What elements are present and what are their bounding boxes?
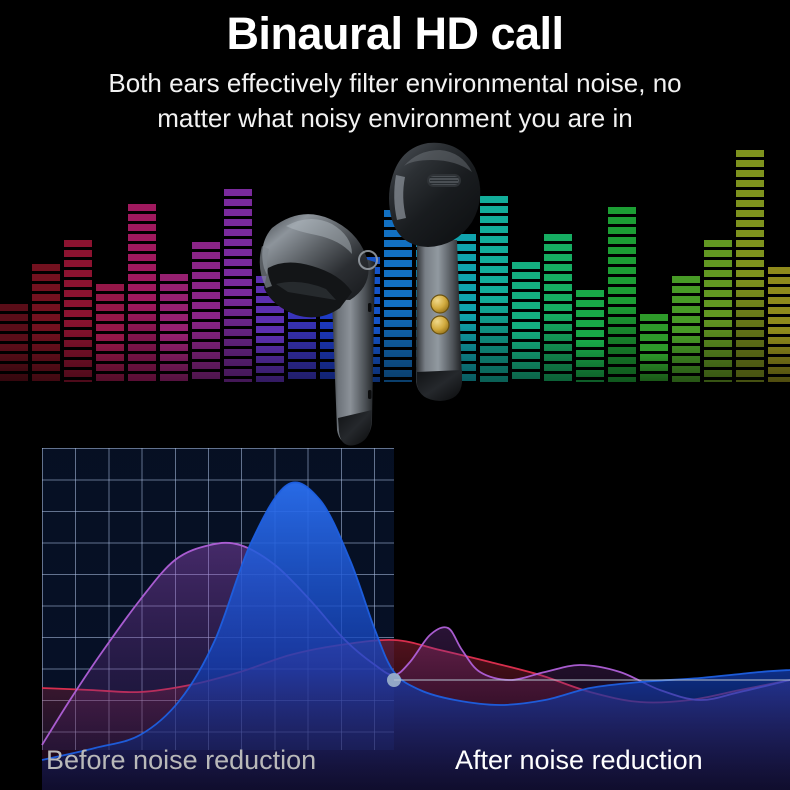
equalizer-bar xyxy=(640,314,668,382)
bar-segment-mask xyxy=(160,274,188,382)
bar-segment-mask xyxy=(480,196,508,382)
bar-segment-mask xyxy=(704,240,732,382)
noise-reduction-graph xyxy=(0,440,790,790)
equalizer-bar xyxy=(544,234,572,382)
equalizer-bar xyxy=(768,267,790,382)
bar-segment-mask xyxy=(672,276,700,382)
equalizer-bar xyxy=(320,232,348,382)
bar-segment-mask xyxy=(224,189,252,382)
equalizer-bar xyxy=(608,207,636,382)
equalizer-bar xyxy=(0,304,28,382)
waveform-curves xyxy=(41,481,790,790)
equalizer-bar xyxy=(128,204,156,382)
equalizer-bar xyxy=(512,262,540,382)
equalizer-bar xyxy=(352,257,380,382)
bar-segment-mask xyxy=(256,276,284,382)
bar-segment-mask xyxy=(736,150,764,382)
equalizer-bar xyxy=(672,276,700,382)
bar-segment-mask xyxy=(0,304,28,382)
bar-segment-mask xyxy=(352,257,380,382)
bar-segment-mask xyxy=(544,234,572,382)
subtitle-line-2: matter what noisy environment you are in xyxy=(157,102,633,133)
equalizer-bar xyxy=(64,240,92,382)
header: Binaural HD call Both ears effectively f… xyxy=(0,0,790,148)
bar-segment-mask xyxy=(128,204,156,382)
equalizer-bar xyxy=(32,264,60,382)
equalizer-visualization xyxy=(0,148,790,440)
label-after-noise-reduction: After noise reduction xyxy=(455,745,703,775)
equalizer-bar xyxy=(384,210,412,382)
bar-segment-mask xyxy=(768,267,790,382)
equalizer-bar xyxy=(448,234,476,382)
bar-segment-mask xyxy=(640,314,668,382)
equalizer-bar xyxy=(736,150,764,382)
bar-segment-mask xyxy=(384,210,412,382)
equalizer-bar xyxy=(288,232,316,382)
equalizer-bar xyxy=(224,189,252,382)
bar-segment-mask xyxy=(32,264,60,382)
subtitle-line-1: Both ears effectively filter environment… xyxy=(108,68,682,99)
bar-segment-mask xyxy=(288,232,316,382)
equalizer-bar xyxy=(192,242,220,382)
equalizer-bar xyxy=(96,284,124,382)
equalizer-bar xyxy=(256,276,284,382)
bar-segment-mask xyxy=(608,207,636,382)
bar-segment-mask xyxy=(512,262,540,382)
page-title: Binaural HD call xyxy=(226,8,564,59)
equalizer-bar xyxy=(160,274,188,382)
wave-area-blue-filled-peak xyxy=(42,482,790,790)
bar-segment-mask xyxy=(96,284,124,382)
bar-segment-mask xyxy=(448,234,476,382)
graph-labels: Before noise reduction After noise reduc… xyxy=(0,745,790,790)
bar-segment-mask xyxy=(416,170,444,382)
page-subtitle: Both ears effectively filter environment… xyxy=(0,57,790,135)
equalizer-bar xyxy=(704,240,732,382)
bar-segment-mask xyxy=(576,290,604,382)
bar-segment-mask xyxy=(320,232,348,382)
bar-segment-mask xyxy=(192,242,220,382)
equalizer-bar xyxy=(416,170,444,382)
bar-segment-mask xyxy=(64,240,92,382)
wave-line-violet-broad-curve xyxy=(41,541,790,746)
label-before-noise-reduction: Before noise reduction xyxy=(46,745,317,775)
equalizer-bar xyxy=(480,196,508,382)
wave-line-blue-filled-peak xyxy=(41,481,790,761)
equalizer-bar xyxy=(576,290,604,382)
